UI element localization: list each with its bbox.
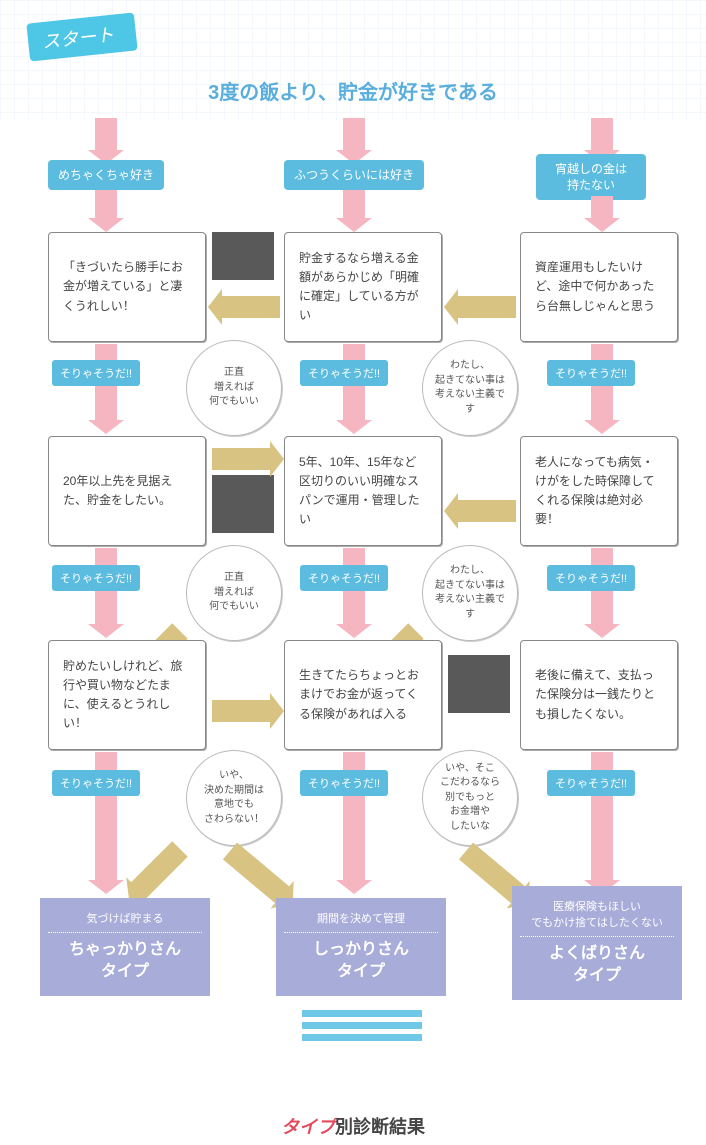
flowchart-canvas: スタート 3度の飯より、貯金が好きである めちゃくちゃ好き ふつうくらいには好き… bbox=[0, 0, 706, 1145]
yes-label: そりゃそうだ!! bbox=[547, 360, 635, 386]
question-box: 貯めたいしけれど、旅行や買い物などたまに、使えるとうれしい！ bbox=[48, 640, 206, 750]
yes-label: そりゃそうだ!! bbox=[300, 360, 388, 386]
result-main: しっかりさん タイプ bbox=[313, 941, 409, 980]
question-text: 5年、10年、15年など区切りのいい明確なスパンで運用・管理したい bbox=[299, 453, 427, 530]
arrow-left bbox=[456, 500, 516, 522]
arrow-diag bbox=[130, 841, 188, 899]
answer-pill-2: ふつうくらいには好き bbox=[284, 160, 424, 190]
arrow-down bbox=[343, 190, 365, 220]
question-box: 生きてたらちょっとおまけでお金が返ってくる保険があれば入る bbox=[284, 640, 442, 750]
dark-block bbox=[212, 475, 274, 533]
arrow-left bbox=[220, 296, 280, 318]
question-text: 「きづいたら勝手にお金が増えている」と凄くうれしい！ bbox=[63, 258, 191, 316]
result-main: ちゃっかりさん タイプ bbox=[69, 941, 181, 980]
yes-label: そりゃそうだ!! bbox=[547, 565, 635, 591]
question-text: 20年以上先を見据えた、貯金をしたい。 bbox=[63, 472, 191, 510]
footer-accent: タイプ bbox=[281, 1117, 335, 1137]
arrow-down bbox=[95, 118, 117, 152]
arrow-down bbox=[95, 190, 117, 220]
arrow-diag bbox=[223, 843, 291, 905]
circle-note: 正直 増えれば 何でもいい bbox=[186, 545, 282, 641]
question-text: 貯金するなら増える金額があらかじめ「明確に確定」している方がい bbox=[299, 249, 427, 326]
result-box-1: 気づけば貯まる ちゃっかりさん タイプ bbox=[40, 898, 210, 996]
dark-block bbox=[212, 232, 274, 280]
main-question: 3度の飯より、貯金が好きである bbox=[0, 76, 706, 105]
yes-label: そりゃそうだ!! bbox=[547, 770, 635, 796]
footer-rest: 別診断結果 bbox=[335, 1117, 425, 1137]
question-text: 資産運用もしたいけど、途中で何かあったら台無しじゃんと思う bbox=[535, 258, 663, 316]
yes-label: そりゃそうだ!! bbox=[300, 770, 388, 796]
question-box: 貯金するなら増える金額があらかじめ「明確に確定」している方がい bbox=[284, 232, 442, 342]
decor-bars bbox=[302, 1010, 422, 1046]
circle-note: いや、そこ こだわるなら 別でもっと お金増や したいな bbox=[422, 750, 518, 846]
arrow-left bbox=[456, 296, 516, 318]
question-text: 生きてたらちょっとおまけでお金が返ってくる保険があれば入る bbox=[299, 666, 427, 724]
question-box: 20年以上先を見据えた、貯金をしたい。 bbox=[48, 436, 206, 546]
question-box: 「きづいたら勝手にお金が増えている」と凄くうれしい！ bbox=[48, 232, 206, 342]
result-sub: 気づけば貯まる bbox=[48, 910, 202, 933]
yes-label: そりゃそうだ!! bbox=[52, 770, 140, 796]
answer-pill-1: めちゃくちゃ好き bbox=[48, 160, 164, 190]
question-text: 老後に備えて、支払った保険分は一銭たりとも損したくない。 bbox=[535, 666, 663, 724]
circle-note: いや、 決めた期間は 意地でも さわらない！ bbox=[186, 750, 282, 846]
question-text: 老人になっても病気・けがをした時保障してくれる保険は絶対必要！ bbox=[535, 453, 663, 530]
answer-pill-3: 宵越しの金は 持たない bbox=[536, 154, 646, 200]
circle-note: わたし、 起きてない事は 考えない主義です bbox=[422, 545, 518, 641]
dark-block bbox=[448, 655, 510, 713]
result-sub: 期間を決めて管理 bbox=[284, 910, 438, 933]
footer-title: タイプ別診断結果 bbox=[0, 1113, 706, 1139]
arrow-right bbox=[212, 700, 272, 722]
start-ribbon: スタート bbox=[26, 12, 137, 61]
question-box: 老人になっても病気・けがをした時保障してくれる保険は絶対必要！ bbox=[520, 436, 678, 546]
arrow-down bbox=[591, 118, 613, 152]
yes-label: そりゃそうだ!! bbox=[52, 565, 140, 591]
result-box-2: 期間を決めて管理 しっかりさん タイプ bbox=[276, 898, 446, 996]
question-text: 貯めたいしけれど、旅行や買い物などたまに、使えるとうれしい！ bbox=[63, 657, 191, 734]
result-sub: 医療保険もほしい でもかけ捨てはしたくない bbox=[520, 898, 674, 937]
result-main: よくばりさん タイプ bbox=[549, 945, 645, 984]
question-box: 資産運用もしたいけど、途中で何かあったら台無しじゃんと思う bbox=[520, 232, 678, 342]
arrow-down bbox=[591, 196, 613, 220]
circle-note: わたし、 起きてない事は 考えない主義です bbox=[422, 340, 518, 436]
question-box: 5年、10年、15年など区切りのいい明確なスパンで運用・管理したい bbox=[284, 436, 442, 546]
arrow-down bbox=[343, 118, 365, 152]
yes-label: そりゃそうだ!! bbox=[52, 360, 140, 386]
yes-label: そりゃそうだ!! bbox=[300, 565, 388, 591]
arrow-right bbox=[212, 448, 272, 470]
question-box: 老後に備えて、支払った保険分は一銭たりとも損したくない。 bbox=[520, 640, 678, 750]
circle-note: 正直 増えれば 何でもいい bbox=[186, 340, 282, 436]
result-box-3: 医療保険もほしい でもかけ捨てはしたくない よくばりさん タイプ bbox=[512, 886, 682, 1000]
